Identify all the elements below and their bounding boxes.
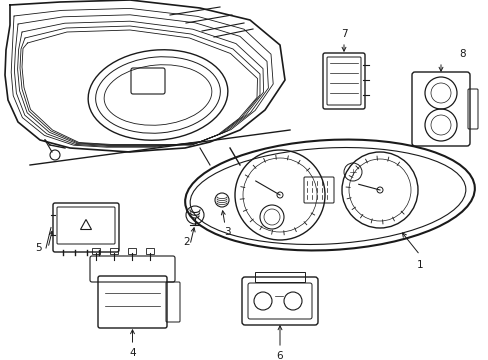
Bar	[128, 248, 136, 254]
Text: 1: 1	[416, 260, 423, 270]
Bar	[254, 272, 305, 282]
Text: 4: 4	[129, 348, 136, 358]
Text: 6: 6	[276, 351, 283, 360]
Text: 2: 2	[183, 237, 190, 247]
Text: 8: 8	[459, 49, 466, 59]
Bar	[92, 248, 100, 254]
Text: 7: 7	[340, 29, 346, 39]
Text: 3: 3	[223, 227, 230, 237]
Text: 5: 5	[35, 243, 41, 253]
Bar	[146, 248, 154, 254]
Bar	[110, 248, 118, 254]
